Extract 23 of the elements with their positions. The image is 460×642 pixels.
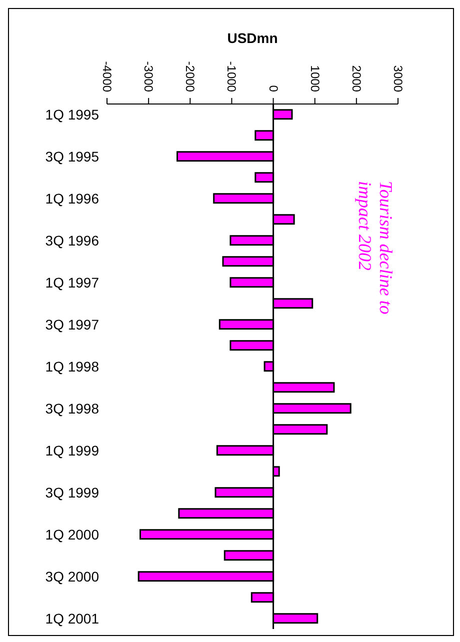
y-tick-label: 3Q 1998 [45, 400, 100, 416]
y-tick-label: 3Q 1995 [45, 148, 100, 164]
y-tick-label: 1Q 1999 [45, 442, 100, 458]
x-tick-label: -4000 [100, 61, 114, 92]
y-tick-label: 1Q 1995 [45, 106, 100, 122]
x-tick-label: -2000 [183, 61, 198, 92]
y-tick-label: 1Q 1998 [45, 358, 100, 374]
y-tick-label: 3Q 2000 [45, 568, 100, 584]
x-tick-label: -3000 [142, 61, 156, 92]
y-tick-label: 3Q 1996 [45, 232, 100, 248]
annotation: Tourism decline to impact 2002 [354, 181, 396, 316]
y-tick-label: 1Q 1996 [45, 190, 100, 206]
y-tick-label: 3Q 1999 [45, 484, 100, 500]
x-tick-label: 3000 [391, 65, 405, 92]
y-tick-label: 3Q 1997 [45, 316, 100, 332]
x-tick-label: 2000 [349, 65, 364, 92]
x-tick-label: 1000 [308, 65, 322, 92]
x-tick-label: 0 [266, 85, 280, 92]
x-axis-title: USDmn [227, 30, 278, 46]
x-tick-label: -1000 [224, 61, 239, 92]
y-tick-label: 1Q 2001 [45, 610, 100, 626]
y-tick-label: 1Q 2000 [45, 526, 100, 542]
y-tick-label: 1Q 1997 [45, 274, 100, 290]
